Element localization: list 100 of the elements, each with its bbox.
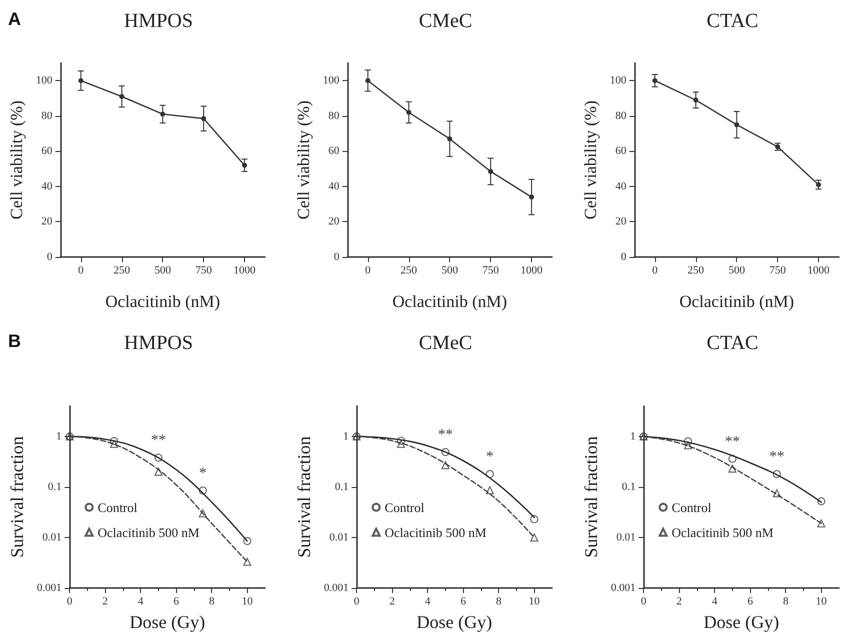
y-tick-label: 40: [615, 180, 627, 192]
chart-title: CTAC: [706, 10, 758, 32]
y-tick-label: 0: [620, 251, 627, 263]
x-tick-label: 6: [173, 596, 180, 608]
point: [397, 440, 406, 448]
x-tick-label: 0: [354, 596, 360, 608]
x-tick-label: 750: [482, 264, 500, 276]
legend-label: Oclacitinib 500 nM: [98, 524, 200, 540]
x-tick-label: 2: [676, 596, 682, 608]
x-tick-label: 1000: [234, 264, 256, 276]
y-tick-label: 60: [328, 145, 340, 158]
y-tick-label: 80: [41, 110, 53, 122]
point: [160, 112, 166, 117]
y-tick-label: 20: [328, 216, 340, 228]
y-tick-label: 20: [41, 216, 53, 228]
point: [486, 486, 494, 494]
x-tick-label: 1000: [520, 264, 544, 276]
x-axis-title: Oclacitinib (nM): [392, 292, 508, 311]
x-tick-label: 4: [138, 596, 144, 608]
annotation: *: [199, 466, 207, 482]
point: [198, 509, 207, 518]
point: [728, 464, 736, 473]
y-tick-label: 0.1: [48, 480, 62, 493]
annotation: **: [438, 427, 453, 444]
x-tick-label: 1000: [808, 264, 830, 276]
x-tick-label: 250: [114, 264, 131, 276]
y-axis-title: Survival fraction: [581, 436, 601, 558]
point: [684, 441, 692, 450]
y-tick-label: 0.001: [36, 582, 62, 594]
annotation: *: [486, 449, 494, 466]
y-tick-label: 0.01: [616, 531, 636, 544]
y-tick-label: 80: [615, 110, 627, 122]
chart-title: HMPOS: [124, 332, 193, 354]
point: [242, 162, 248, 168]
point: [441, 448, 450, 456]
x-tick-label: 500: [441, 264, 458, 276]
x-tick-label: 8: [496, 596, 502, 608]
point: [397, 436, 406, 445]
x-tick-label: 250: [400, 264, 418, 276]
x-tick-label: 0: [652, 264, 658, 276]
x-axis-title: Dose (Gy): [416, 612, 492, 632]
legend-label: Control: [384, 500, 425, 515]
chart-title: CMeC: [418, 332, 472, 354]
chart-title: CTAC: [706, 332, 758, 354]
y-tick-label: 80: [328, 110, 340, 122]
point: [529, 194, 534, 200]
point: [530, 515, 538, 524]
y-tick-label: 20: [615, 216, 627, 228]
point: [817, 497, 826, 506]
y-tick-label: 100: [610, 74, 627, 87]
point: [110, 440, 118, 448]
point: [154, 468, 162, 476]
x-tick-label: 10: [816, 596, 828, 608]
x-tick-label: 0: [78, 264, 84, 276]
x-tick-label: 10: [242, 596, 254, 608]
y-tick-label: 40: [328, 180, 340, 192]
x-axis-title: Oclacitinib (nM): [679, 292, 794, 311]
x-tick-label: 750: [195, 264, 212, 276]
point: [201, 116, 206, 122]
x-tick-label: 750: [769, 264, 786, 276]
y-tick-label: 0: [46, 251, 53, 263]
y-tick-label: 0.01: [329, 531, 349, 544]
point: [728, 454, 736, 463]
x-tick-label: 0: [66, 596, 73, 608]
point: [816, 182, 822, 188]
chart-title: HMPOS: [124, 10, 193, 32]
y-tick-label: 40: [41, 180, 53, 192]
x-tick-label: 8: [782, 596, 789, 608]
point: [652, 78, 658, 84]
y-axis-title: Survival fraction: [7, 436, 27, 558]
y-tick-label: 0.1: [334, 480, 349, 493]
x-tick-label: 2: [102, 596, 108, 608]
y-axis-title: Cell viability (%): [7, 100, 26, 220]
x-tick-label: 500: [728, 264, 746, 276]
text: A: [8, 9, 21, 29]
x-axis-title: Dose (Gy): [130, 612, 206, 632]
legend-label: Control: [98, 500, 138, 515]
point: [243, 558, 252, 566]
x-tick-label: 500: [154, 264, 172, 276]
x-tick-label: 6: [460, 596, 466, 608]
point: [447, 136, 452, 142]
legend-label: Oclacitinib 500 nM: [384, 524, 487, 540]
point: [198, 486, 207, 495]
point: [486, 470, 494, 478]
x-axis-title: Oclacitinib (nM): [105, 292, 220, 311]
chart-title: CMeC: [418, 10, 472, 32]
y-tick-label: 0.001: [324, 582, 349, 594]
annotation: **: [150, 432, 166, 449]
y-tick-label: 60: [615, 145, 627, 158]
point: [693, 98, 698, 103]
x-tick-label: 10: [528, 596, 540, 608]
point: [119, 94, 124, 100]
y-axis-title: Cell viability (%): [294, 100, 313, 220]
y-tick-label: 100: [322, 74, 340, 87]
y-tick-label: 60: [41, 145, 53, 158]
x-tick-label: 250: [688, 264, 705, 276]
y-tick-label: 1: [56, 430, 62, 442]
point: [154, 454, 162, 462]
point: [441, 461, 450, 470]
x-tick-label: 4: [424, 596, 431, 608]
